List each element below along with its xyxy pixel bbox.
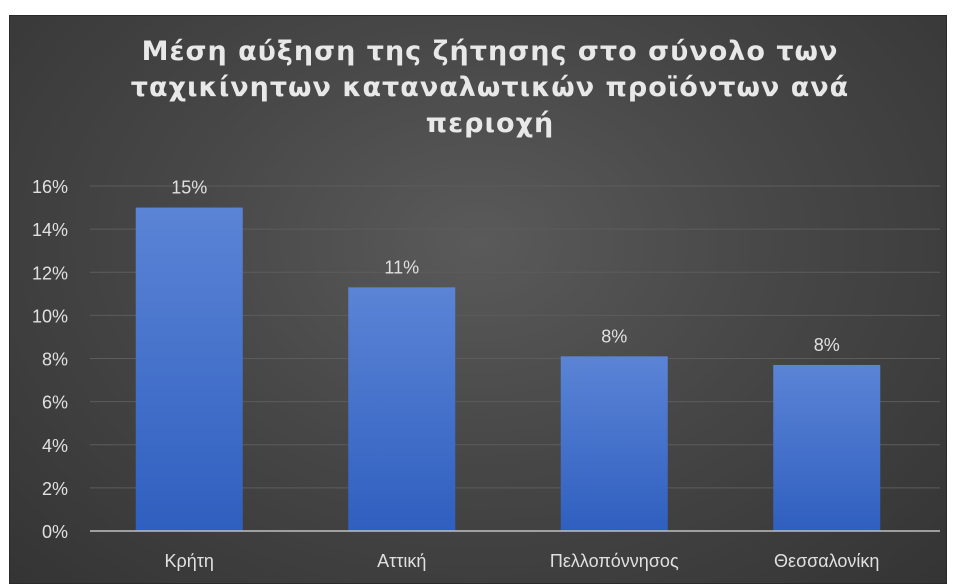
x-tick-label: Πελλοπόννησος: [550, 551, 679, 571]
chart-title: Μέση αύξηση της ζήτησης στο σύνολο των τ…: [130, 36, 850, 139]
chart-area: Μέση αύξηση της ζήτησης στο σύνολο των τ…: [9, 15, 947, 584]
data-label: 11%: [384, 257, 419, 277]
x-tick-label: Θεσσαλονίκη: [774, 551, 879, 571]
x-tick-label: Αττική: [377, 551, 426, 571]
bar-3: [560, 356, 668, 531]
bar-2: [348, 287, 456, 531]
y-tick-label: 14%: [32, 220, 68, 240]
y-tick-label: 12%: [32, 263, 68, 283]
data-label: 8%: [814, 335, 840, 355]
bar-4: [773, 364, 881, 531]
y-tick-label: 6%: [42, 393, 68, 413]
y-tick-label: 16%: [32, 177, 68, 197]
data-label: 15%: [171, 178, 207, 198]
chart-plot: 15% 11% 8% 8% 0% 2% 4% 6% 8% 10% 12% 14% 16% Κρήτη Ατ…: [32, 177, 940, 571]
y-tick-label: 0%: [42, 522, 68, 542]
y-tick-label: 4%: [42, 436, 68, 456]
y-tick-label: 2%: [42, 479, 68, 499]
y-tick-label: 10%: [32, 306, 68, 326]
x-tick-label: Κρήτη: [165, 551, 214, 571]
y-tick-label: 8%: [42, 350, 68, 370]
bar-1: [135, 207, 243, 531]
data-label: 8%: [601, 326, 627, 346]
